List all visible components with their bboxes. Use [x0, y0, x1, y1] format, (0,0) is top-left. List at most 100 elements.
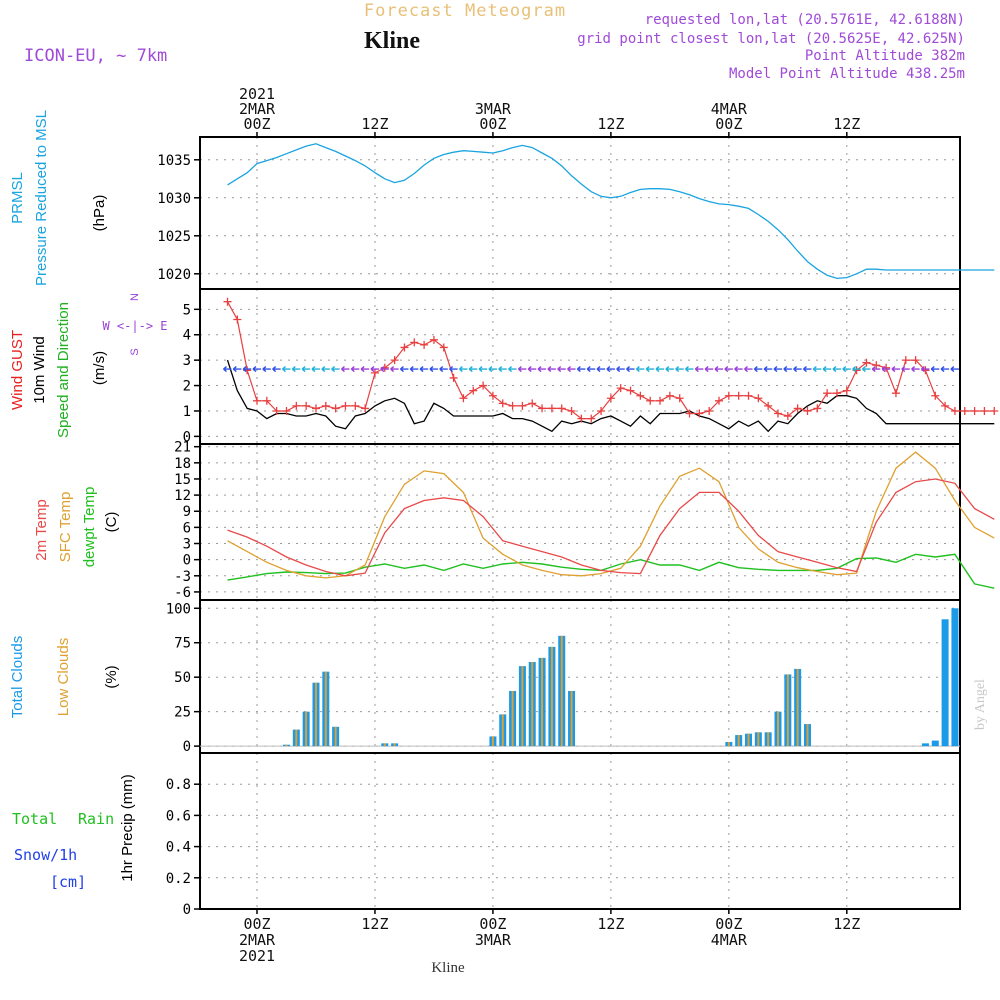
gust-marker: [370, 368, 379, 377]
bottom-time-label: 2021: [239, 947, 275, 965]
wind-direction-arrow: [812, 366, 822, 373]
wind-direction-arrow: [488, 366, 497, 373]
dew-label: dewpt Temp: [81, 487, 98, 568]
gust-marker: [587, 414, 596, 423]
wind-direction-arrow: [635, 366, 645, 373]
bottom-time-label: 2MAR: [239, 931, 276, 949]
pressure-unit-label: (hPa): [91, 195, 108, 232]
low-cloud-bar: [570, 690, 573, 747]
wind-direction-arrow: [272, 366, 281, 373]
y-tick-label: 5: [183, 302, 191, 318]
gust-marker: [223, 297, 232, 306]
low-cloud-bar: [295, 729, 298, 747]
y-tick-label: 2: [183, 379, 191, 395]
clouds-unit-label: (%): [103, 665, 120, 688]
bottom-time-label: 12Z: [597, 915, 624, 933]
total-cloud-bar: [931, 740, 939, 747]
wind-direction-arrow: [400, 366, 409, 373]
gust-marker: [862, 358, 871, 367]
gust-marker: [518, 401, 527, 410]
credit-watermark: by Angel: [973, 679, 988, 730]
panel-labels: PRMSL Pressure Reduced to MSL (hPa) Wind GU…: [9, 110, 168, 891]
gust-marker: [724, 391, 733, 400]
wind-direction-arrow: [262, 366, 271, 373]
y-tick-label: 50: [174, 670, 191, 686]
wind-direction-arrow: [291, 366, 301, 373]
wind-direction-arrow: [341, 366, 350, 373]
wind-direction-arrow: [586, 366, 596, 373]
gust-marker: [547, 404, 556, 413]
gust-marker: [980, 406, 989, 415]
y-tick-label: 4: [183, 328, 191, 344]
panel-wind: 0 1 2 3 4 5: [183, 288, 961, 445]
gust-marker: [754, 394, 763, 403]
gust-label: Wind GUST: [9, 330, 26, 410]
gust-marker: [941, 401, 950, 410]
wind-direction-arrow: [665, 366, 674, 373]
wind-direction-arrow: [331, 366, 340, 373]
top-time-label: 00Z: [243, 115, 270, 133]
gust-marker: [400, 343, 409, 352]
bottom-time-label: 12Z: [361, 915, 388, 933]
y-tick-label: 1025: [157, 229, 191, 245]
y-tick-label: 0: [183, 739, 191, 755]
top-time-label: 00Z: [479, 115, 506, 133]
y-tick-label: 25: [174, 705, 191, 721]
y-tick-label: 3: [183, 537, 191, 553]
gust-marker: [233, 315, 242, 324]
wind-direction-arrow: [920, 366, 930, 373]
total-cloud-bar: [941, 619, 949, 747]
gust-marker: [665, 391, 674, 400]
low-cloud-bar: [550, 646, 553, 747]
compass-n: N: [129, 293, 141, 301]
y-tick-label: 21: [174, 440, 191, 456]
gust-marker: [508, 401, 517, 410]
wind-direction-arrow: [950, 366, 959, 373]
top-time-label: 3MAR: [475, 100, 512, 118]
wind-direction-arrow: [773, 366, 782, 373]
total-label: Total: [12, 810, 57, 828]
low-cloud-bar: [521, 666, 524, 747]
wind-direction-arrow: [881, 366, 891, 373]
top-time-label: 00Z: [715, 115, 742, 133]
low-cloud-bar: [285, 744, 288, 747]
y-tick-label: 1035: [157, 153, 191, 169]
wind-direction-arrow: [793, 366, 802, 373]
direction-label: Speed and Direction: [55, 302, 72, 438]
gust-marker: [656, 396, 665, 405]
gust-marker: [577, 414, 586, 423]
wind-direction-arrow: [360, 366, 370, 373]
panel-precipitation: 0 0.2 0.4 0.6 0.8: [166, 752, 961, 918]
gust-marker: [744, 391, 753, 400]
y-tick-label: 3: [183, 353, 191, 369]
wind-direction-arrow: [616, 366, 625, 373]
wind-direction-arrow: [419, 366, 429, 373]
point-altitude: Point Altitude 382m: [805, 48, 965, 64]
gust-marker: [970, 406, 979, 415]
gust-marker: [675, 394, 684, 403]
wind-direction-arrow: [685, 366, 694, 373]
wind-direction-arrow: [714, 366, 724, 373]
t2m-line: [227, 478, 995, 577]
gust-marker: [793, 404, 802, 413]
y-tick-label: 15: [174, 472, 191, 488]
wind-direction-arrow: [911, 366, 920, 373]
wind-direction-arrow: [940, 366, 950, 373]
wind-direction-arrow: [478, 366, 488, 373]
gust-marker: [321, 401, 330, 410]
low-cloud-bar: [324, 671, 327, 747]
model-label: ICON-EU, ~ 7km: [24, 46, 167, 66]
gust-marker: [567, 406, 576, 415]
gust-marker: [950, 406, 959, 415]
low-cloud-bar: [393, 743, 396, 747]
gust-marker: [528, 399, 537, 408]
snow-label: Snow/1h: [14, 846, 77, 864]
footer-location: Kline: [431, 960, 465, 976]
y-tick-label: 1020: [157, 267, 191, 283]
gust-marker: [773, 409, 782, 418]
rain-label: Rain: [78, 810, 114, 828]
low-cloud-bar: [737, 735, 740, 747]
gust-marker: [597, 406, 606, 415]
wind-direction-arrow: [842, 366, 851, 373]
